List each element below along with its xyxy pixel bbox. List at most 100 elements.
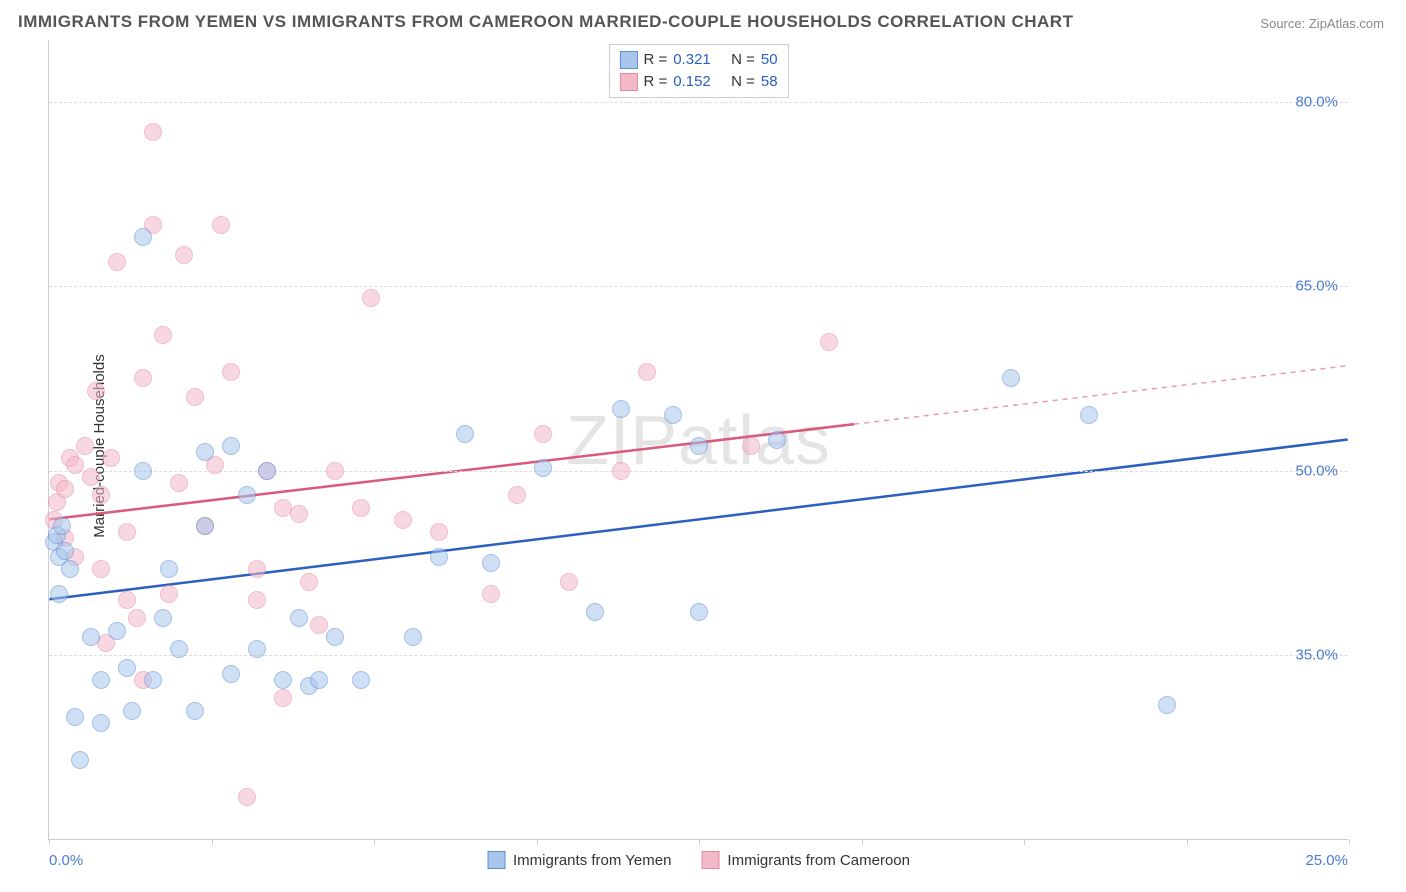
data-point — [196, 517, 214, 535]
gridline-h — [49, 655, 1348, 656]
source-citation: Source: ZipAtlas.com — [1260, 16, 1384, 31]
data-point — [154, 609, 172, 627]
data-point — [118, 523, 136, 541]
data-point — [76, 437, 94, 455]
data-point — [71, 751, 89, 769]
series-legend: Immigrants from Yemen Immigrants from Ca… — [487, 851, 910, 869]
data-point — [160, 585, 178, 603]
gridline-h — [49, 471, 1348, 472]
data-point — [508, 486, 526, 504]
data-point — [66, 456, 84, 474]
data-point — [53, 517, 71, 535]
data-point — [238, 486, 256, 504]
legend-item-0: Immigrants from Yemen — [487, 851, 671, 869]
data-point — [534, 459, 552, 477]
data-point — [430, 548, 448, 566]
gridline-h — [49, 286, 1348, 287]
data-point — [196, 443, 214, 461]
source-prefix: Source: — [1260, 16, 1305, 31]
source-name: ZipAtlas.com — [1309, 16, 1384, 31]
x-tick — [699, 839, 700, 845]
chart-container: IMMIGRANTS FROM YEMEN VS IMMIGRANTS FROM… — [0, 0, 1406, 892]
r-label: R = — [643, 49, 667, 71]
data-point — [326, 462, 344, 480]
plot-area: ZIPatlas R = 0.321 N = 50 R = 0.152 N = … — [48, 40, 1348, 840]
data-point — [144, 671, 162, 689]
stats-row-series-0: R = 0.321 N = 50 — [619, 49, 777, 71]
data-point — [310, 616, 328, 634]
stats-row-series-1: R = 0.152 N = 58 — [619, 71, 777, 93]
x-tick — [862, 839, 863, 845]
data-point — [394, 511, 412, 529]
data-point — [482, 585, 500, 603]
x-tick — [537, 839, 538, 845]
data-point — [742, 437, 760, 455]
data-point — [134, 462, 152, 480]
r-value-1: 0.152 — [673, 71, 711, 93]
data-point — [638, 363, 656, 381]
gridline-h — [49, 102, 1348, 103]
n-value-0: 50 — [761, 49, 778, 71]
data-point — [612, 462, 630, 480]
data-point — [118, 659, 136, 677]
x-tick — [374, 839, 375, 845]
legend-swatch-1 — [701, 851, 719, 869]
legend-label-1: Immigrants from Cameroon — [727, 852, 910, 869]
trend-line-solid — [49, 440, 1347, 600]
n-label: N = — [731, 71, 755, 93]
data-point — [144, 123, 162, 141]
data-point — [534, 425, 552, 443]
data-point — [326, 628, 344, 646]
data-point — [1158, 696, 1176, 714]
data-point — [175, 246, 193, 264]
data-point — [186, 702, 204, 720]
data-point — [92, 560, 110, 578]
data-point — [430, 523, 448, 541]
x-tick — [1187, 839, 1188, 845]
data-point — [61, 560, 79, 578]
data-point — [92, 486, 110, 504]
data-point — [222, 363, 240, 381]
x-tick — [212, 839, 213, 845]
data-point — [248, 560, 266, 578]
x-axis-max-label: 25.0% — [1305, 852, 1348, 869]
data-point — [274, 689, 292, 707]
data-point — [690, 437, 708, 455]
data-point — [56, 542, 74, 560]
n-value-1: 58 — [761, 71, 778, 93]
data-point — [238, 788, 256, 806]
data-point — [87, 382, 105, 400]
data-point — [690, 603, 708, 621]
data-point — [664, 406, 682, 424]
x-axis-min-label: 0.0% — [49, 852, 83, 869]
data-point — [92, 671, 110, 689]
chart-title: IMMIGRANTS FROM YEMEN VS IMMIGRANTS FROM… — [18, 12, 1073, 32]
data-point — [82, 468, 100, 486]
data-point — [352, 671, 370, 689]
data-point — [170, 474, 188, 492]
data-point — [1080, 406, 1098, 424]
data-point — [300, 573, 318, 591]
data-point — [92, 714, 110, 732]
data-point — [108, 622, 126, 640]
y-tick-label: 50.0% — [1295, 462, 1338, 479]
data-point — [456, 425, 474, 443]
trend-line-solid — [49, 424, 854, 519]
data-point — [66, 708, 84, 726]
x-tick — [1024, 839, 1025, 845]
data-point — [82, 628, 100, 646]
data-point — [612, 400, 630, 418]
y-tick-label: 80.0% — [1295, 93, 1338, 110]
data-point — [586, 603, 604, 621]
x-tick — [1349, 839, 1350, 845]
data-point — [560, 573, 578, 591]
data-point — [248, 640, 266, 658]
n-label: N = — [731, 49, 755, 71]
data-point — [160, 560, 178, 578]
data-point — [362, 289, 380, 307]
data-point — [352, 499, 370, 517]
data-point — [134, 228, 152, 246]
data-point — [123, 702, 141, 720]
stats-legend: R = 0.321 N = 50 R = 0.152 N = 58 — [608, 44, 788, 98]
data-point — [102, 449, 120, 467]
